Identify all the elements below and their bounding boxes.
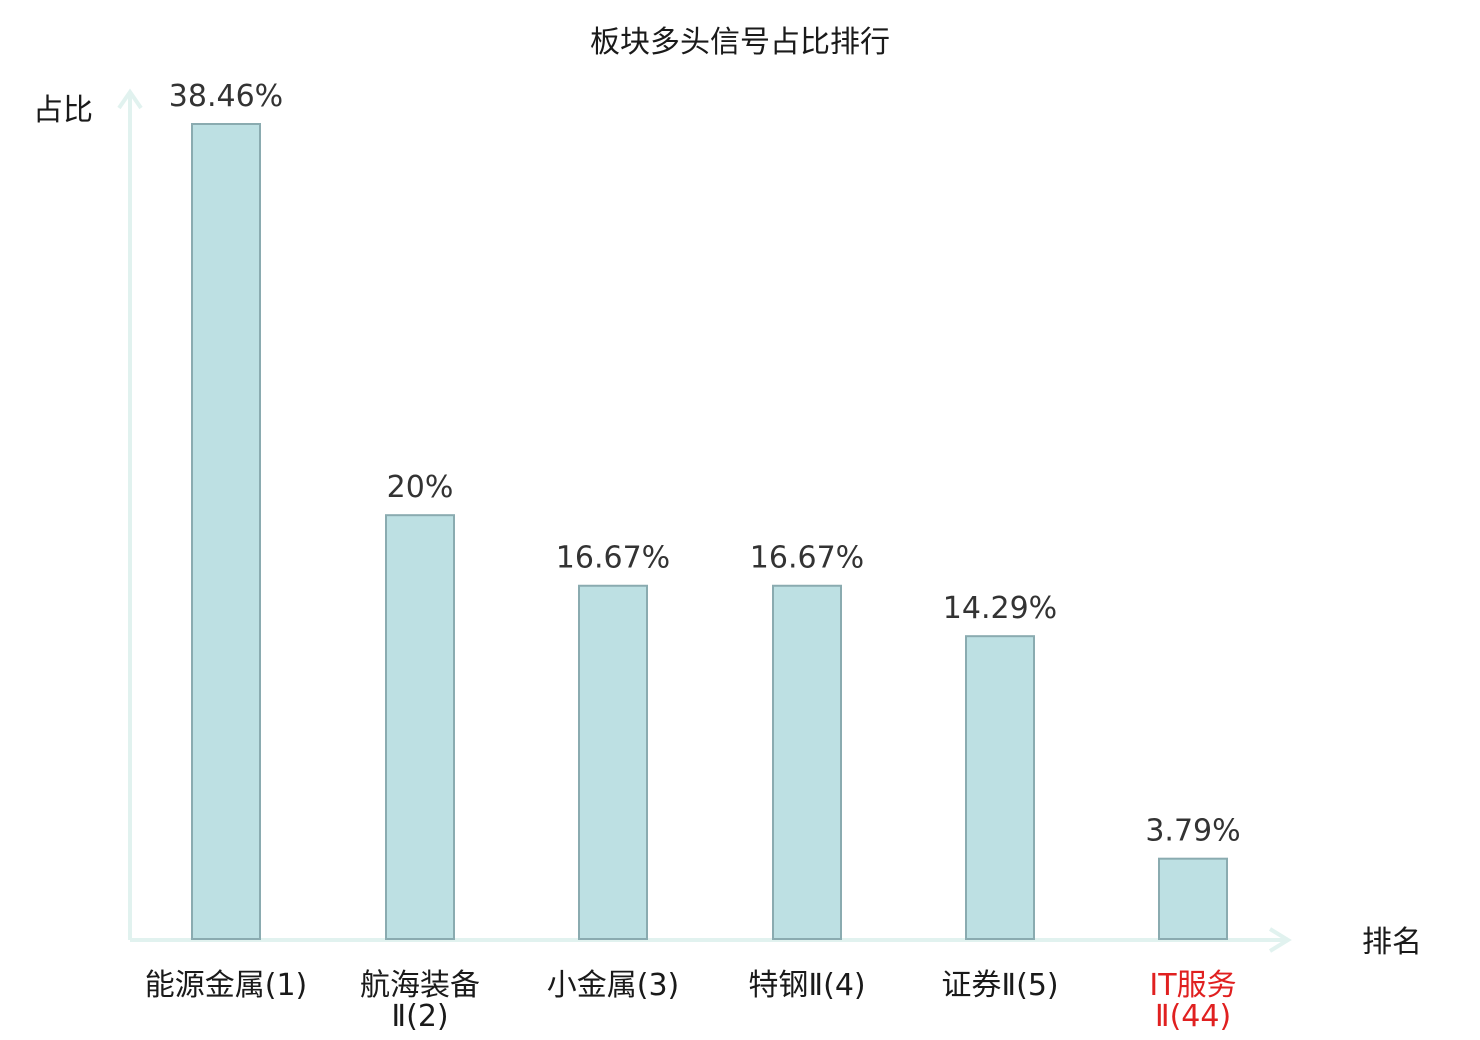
bar-3 (578, 584, 648, 941)
value-label-1: 38.46% (169, 79, 283, 114)
value-label-5: 14.29% (943, 591, 1057, 626)
category-label-1: 能源金属(1) (145, 968, 308, 1003)
category-label-5: 证券Ⅱ(5) (941, 968, 1058, 1003)
bar-4 (772, 584, 842, 941)
x-axis (130, 927, 1292, 953)
bar-series (191, 123, 1228, 941)
bar-1 (191, 123, 261, 940)
value-label-6: 3.79% (1145, 814, 1240, 849)
y-axis (117, 88, 143, 940)
bar-6 (1158, 857, 1228, 941)
value-label-2: 20% (387, 470, 454, 505)
value-label-3: 16.67% (556, 541, 670, 576)
bar-5 (965, 635, 1035, 940)
category-label-6-line-1: IT服务 (1149, 968, 1236, 1003)
category-label-6-line-2: Ⅱ(44) (1155, 999, 1231, 1034)
category-label-2-line-1: 航海装备 (360, 968, 480, 1003)
x-axis-title: 排名 (1362, 925, 1422, 960)
bar-2 (385, 514, 455, 940)
chart-title: 板块多头信号占比排行 (590, 25, 890, 60)
category-label-4: 特钢Ⅱ(4) (748, 968, 865, 1003)
category-label-2-line-2: Ⅱ(2) (391, 999, 448, 1034)
value-labels: 38.46% 20% 16.67% 16.67% 14.29% 3.79% (169, 79, 1241, 849)
value-label-4: 16.67% (750, 541, 864, 576)
category-label-3: 小金属(3) (547, 968, 680, 1003)
y-axis-title: 占比 (33, 93, 93, 128)
